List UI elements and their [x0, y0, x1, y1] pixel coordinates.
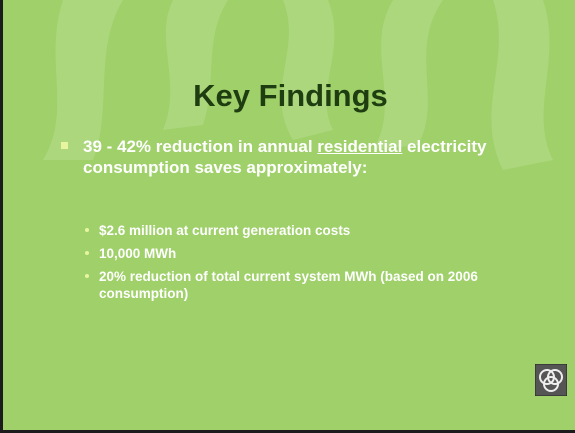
- sub-bullet: 20% reduction of total current system MW…: [85, 268, 515, 302]
- bullet-underlined: residential: [317, 137, 403, 156]
- sub-bullet: $2.6 million at current generation costs: [85, 222, 515, 239]
- logo: [535, 364, 567, 396]
- sub-bullets: $2.6 million at current generation costs…: [85, 222, 515, 308]
- sub-bullet: 10,000 MWh: [85, 245, 515, 262]
- bullet-text: electricity consumption saves approximat…: [83, 137, 487, 177]
- main-bullet: 39 - 42% reduction in annual residential…: [61, 136, 523, 178]
- slide-title: Key Findings: [193, 78, 388, 113]
- bullet-text: 39 - 42% reduction in annual: [83, 137, 318, 156]
- background-swirls: [43, 0, 553, 170]
